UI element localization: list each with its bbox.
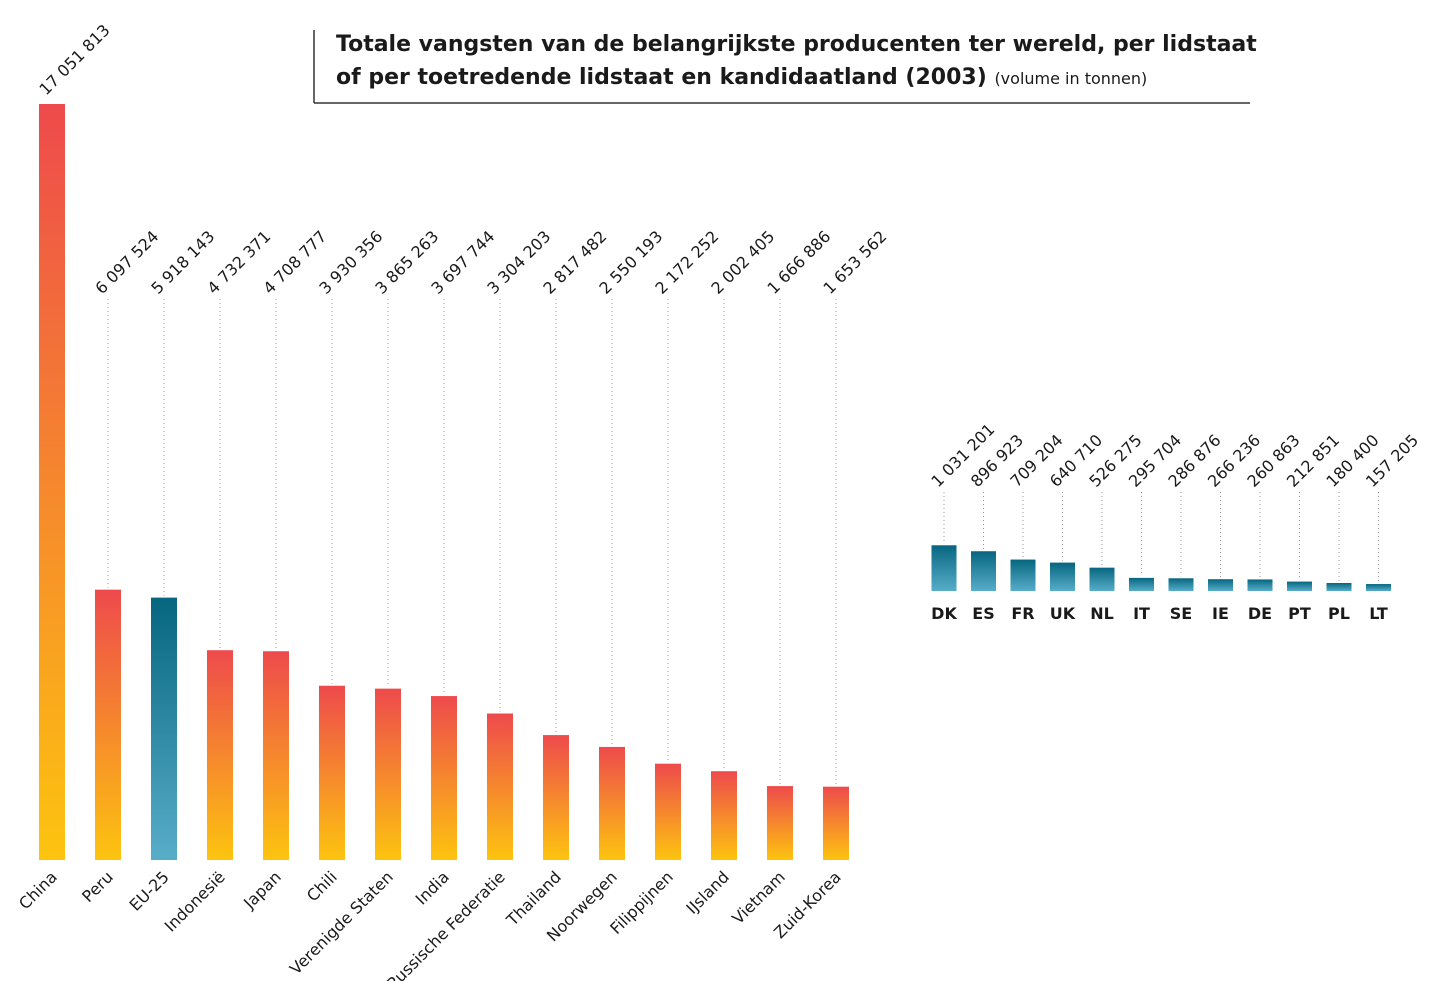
x-tick-label: India (412, 867, 453, 908)
bar (431, 696, 457, 860)
bar (207, 650, 233, 860)
bar (1089, 567, 1115, 591)
x-tick-label: Indonesië (161, 867, 229, 935)
x-tick-label: PL (1328, 604, 1350, 623)
x-tick-label: NL (1090, 604, 1114, 623)
bar (655, 763, 681, 860)
bar (711, 771, 737, 860)
bar (151, 597, 177, 860)
bar (1050, 562, 1075, 591)
chart-title: Totale vangsten van de belangrijkste pro… (336, 28, 1266, 95)
x-tick-label: China (15, 867, 61, 913)
bar (1287, 581, 1312, 591)
bar (1247, 579, 1273, 591)
x-tick-label: IJsland (682, 867, 732, 917)
bar (39, 104, 65, 860)
bar (823, 786, 849, 860)
x-tick-label: ES (972, 604, 994, 623)
x-tick-label: IT (1133, 604, 1150, 623)
x-tick-label: Verenigde Staten (286, 867, 397, 978)
x-tick-label: IE (1212, 604, 1229, 623)
x-tick-label: Peru (78, 867, 117, 906)
x-tick-label: LT (1369, 604, 1388, 623)
bar (931, 545, 957, 591)
bar (599, 746, 625, 860)
x-tick-label: DE (1248, 604, 1272, 623)
bar (1168, 578, 1194, 591)
bar (1326, 583, 1352, 591)
x-tick-label: PT (1288, 604, 1311, 623)
x-tick-label: UK (1050, 604, 1076, 623)
bar (767, 786, 793, 860)
bar (543, 735, 569, 860)
bar (1010, 559, 1036, 591)
x-tick-label: DK (931, 604, 957, 623)
bar (375, 688, 401, 860)
bar (1208, 579, 1233, 591)
bar (95, 589, 121, 860)
value-label: 17 051 813 (35, 21, 113, 99)
x-tick-label: Japan (239, 867, 285, 913)
x-tick-label: FR (1011, 604, 1034, 623)
title-text: Totale vangsten van de belangrijkste pro… (336, 32, 1257, 90)
bar (1366, 584, 1391, 591)
x-tick-label: SE (1170, 604, 1192, 623)
bar (319, 685, 345, 860)
x-tick-label: EU-25 (125, 867, 172, 914)
bar (487, 713, 513, 860)
bar (1129, 577, 1154, 591)
x-tick-label: Chili (303, 867, 341, 905)
bar (263, 651, 289, 860)
bar (971, 551, 996, 591)
subtitle: (volume in tonnen) (994, 69, 1148, 88)
